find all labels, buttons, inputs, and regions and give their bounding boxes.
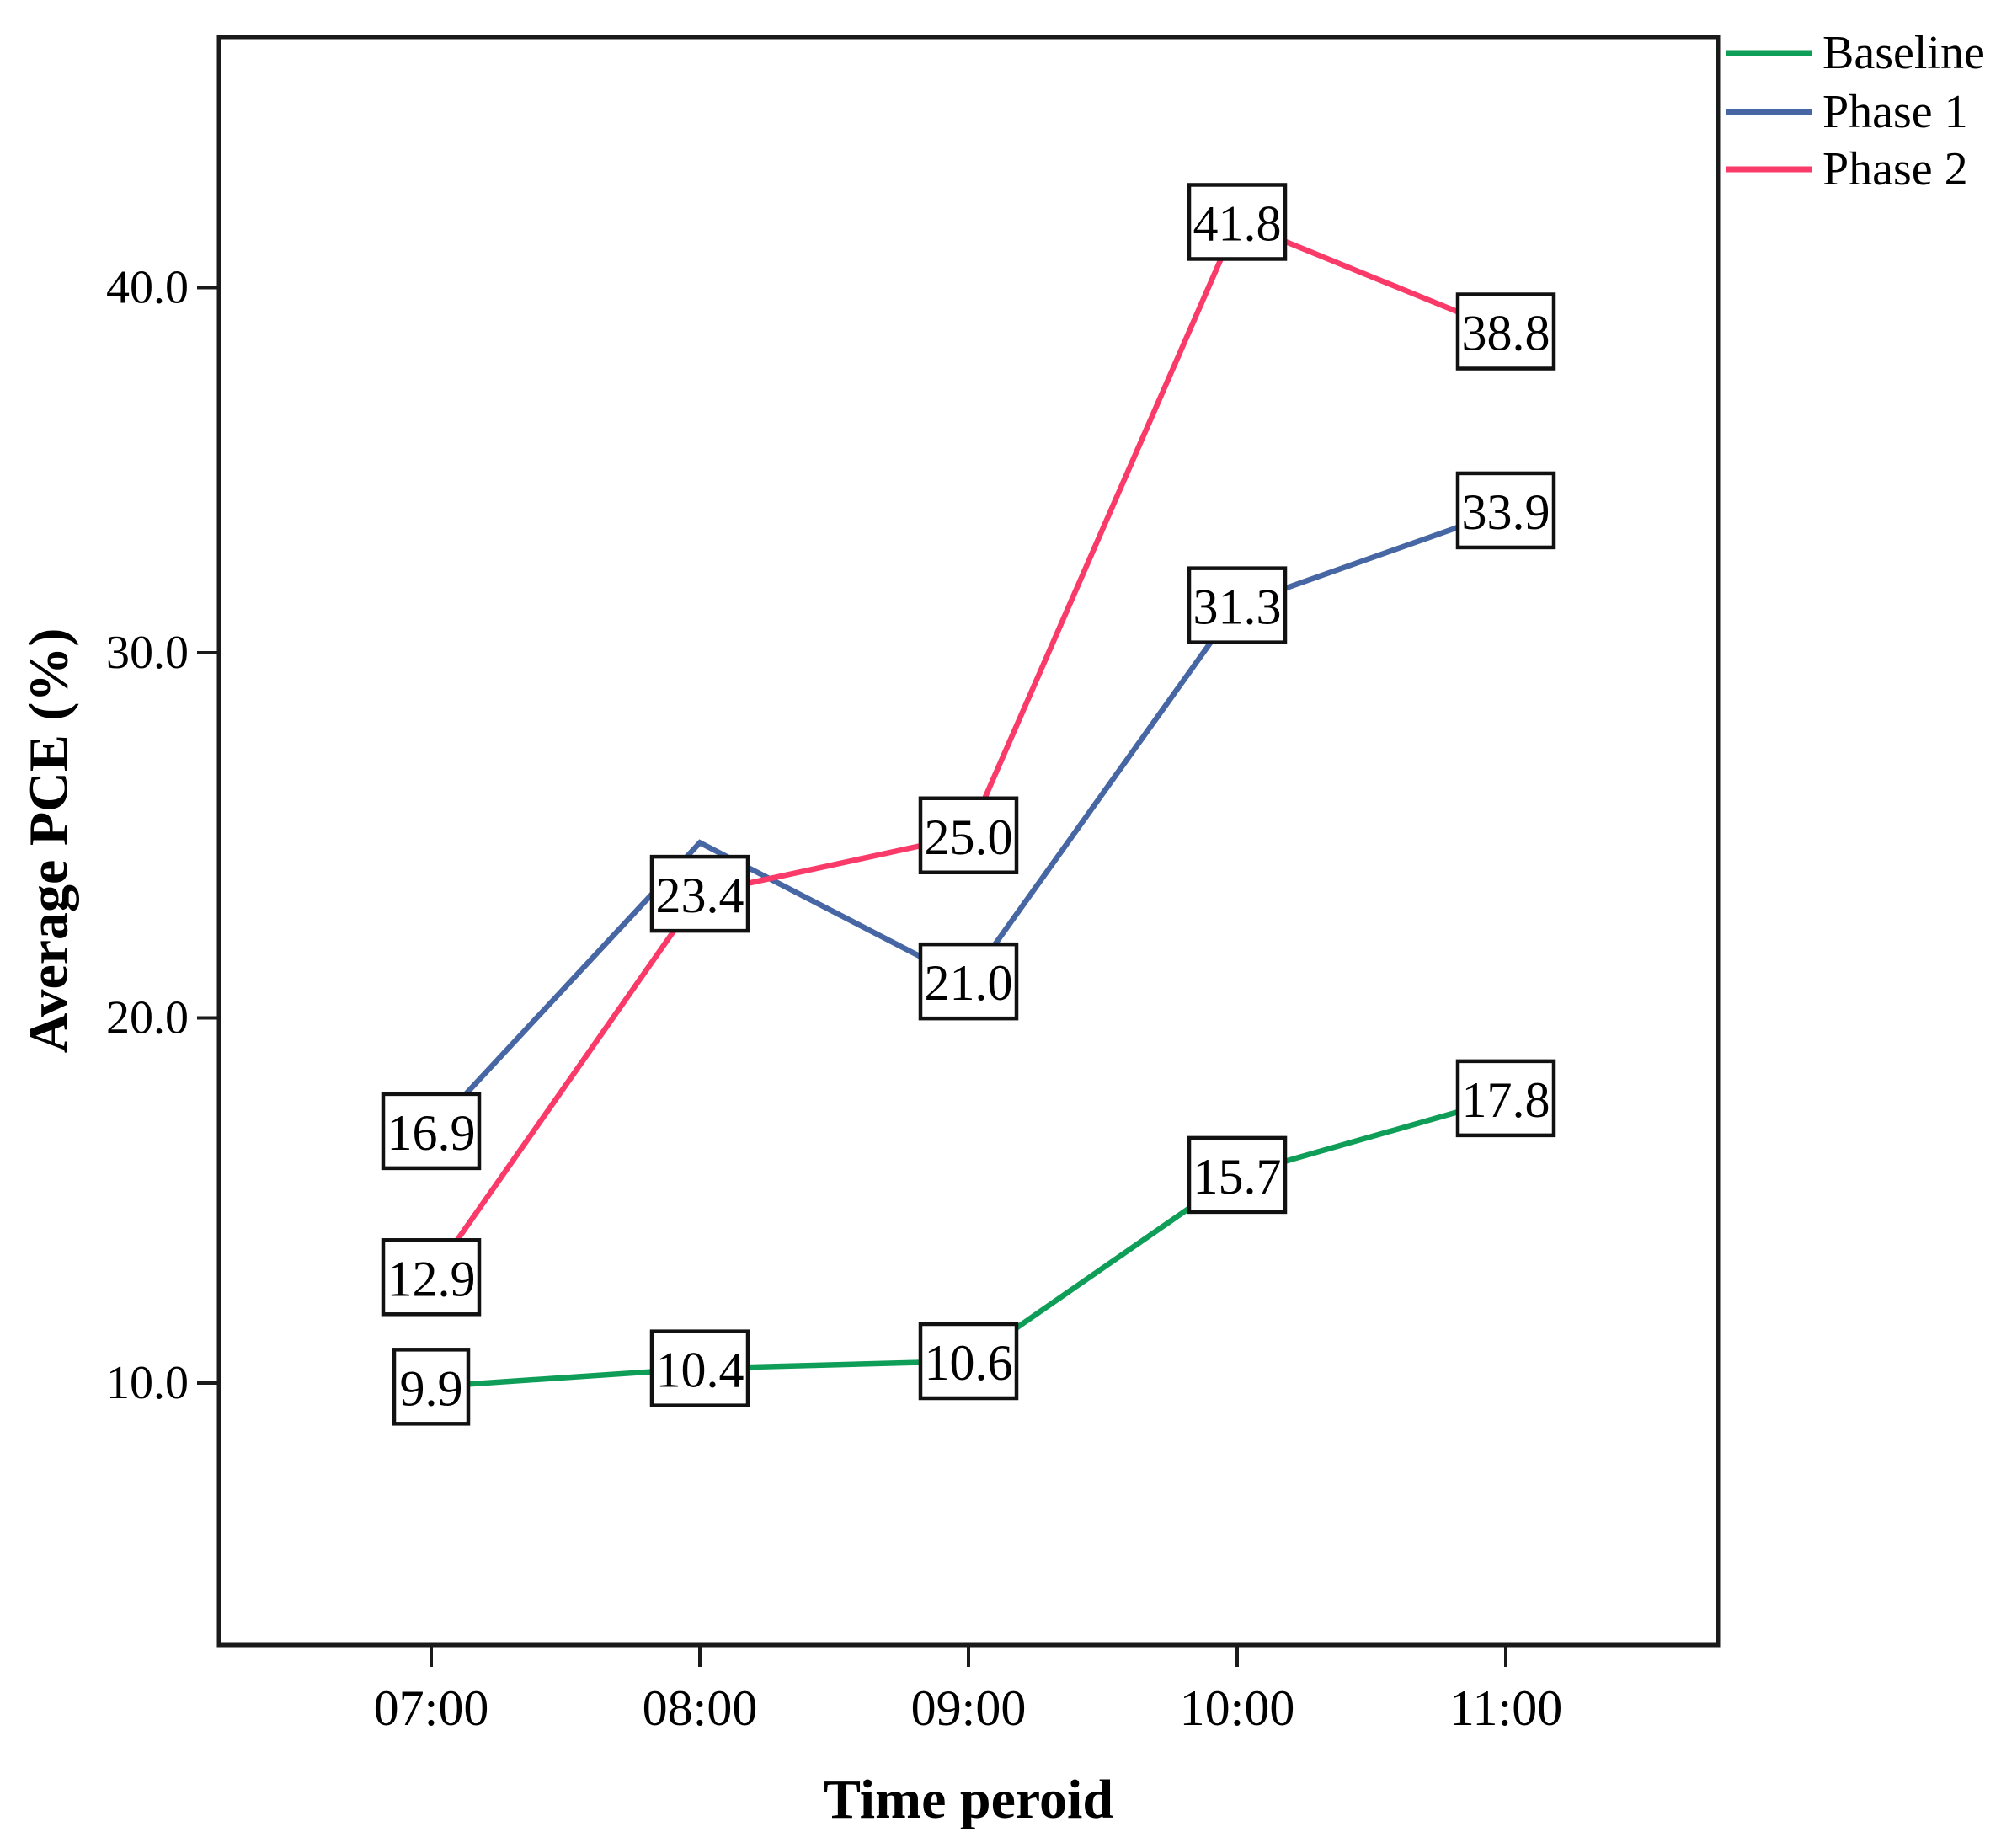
y-tick-label: 20.0 [106,992,189,1044]
point-label-box [381,1238,482,1317]
point-label-box [1455,292,1556,371]
y-tick-label: 30.0 [106,627,189,679]
point-label: 23.4 [656,868,744,923]
point-label: 17.8 [1462,1072,1550,1128]
legend-label: Phase 2 [1822,143,1968,195]
point-label-box [1187,183,1288,261]
point-label-box [381,1092,482,1171]
point-label: 33.9 [1462,484,1550,540]
y-axis-title: Average PCE (%) [19,628,80,1054]
x-axis-title: Time peroid [824,1769,1113,1830]
point-label-box [918,796,1019,874]
x-tick-label: 07:00 [374,1680,489,1736]
point-label-box [918,1322,1019,1401]
point-label-box [1455,1059,1556,1138]
point-label: 12.9 [387,1251,476,1306]
point-label: 25.0 [925,809,1013,865]
point-labels: 9.9 10.4 10.6 15.7 17.8 16.9 21.0 31.3 33.9 12.9 2… [381,183,1556,1426]
point-label: 10.4 [656,1343,744,1398]
point-label-box [649,854,750,933]
x-tick-label: 11:00 [1449,1680,1562,1736]
point-label-box [918,942,1019,1021]
point-label: 21.0 [925,955,1013,1011]
legend-label: Phase 1 [1822,86,1968,138]
point-label-box [1455,471,1556,550]
x-axis: 07:00 08:00 09:00 10:00 11:00 [374,1645,1562,1736]
x-tick-label: 09:00 [911,1680,1027,1736]
y-tick-label: 10.0 [106,1357,189,1409]
y-axis: 10.0 20.0 30.0 40.0 [106,262,219,1409]
x-tick-label: 10:00 [1180,1680,1295,1736]
y-tick-label: 40.0 [106,262,189,314]
point-label: 9.9 [400,1360,463,1416]
point-label: 38.8 [1462,306,1550,361]
point-label: 31.3 [1193,580,1282,635]
legend-label: Baseline [1822,27,1985,79]
point-label: 10.6 [925,1335,1013,1391]
point-label: 15.7 [1193,1149,1282,1204]
point-label-box [1187,566,1288,644]
x-tick-label: 08:00 [643,1680,758,1736]
point-label-box [649,1329,750,1407]
point-label: 16.9 [387,1105,476,1161]
point-label: 41.8 [1193,195,1282,251]
point-label-box [392,1348,471,1426]
point-label-box [1187,1135,1288,1215]
